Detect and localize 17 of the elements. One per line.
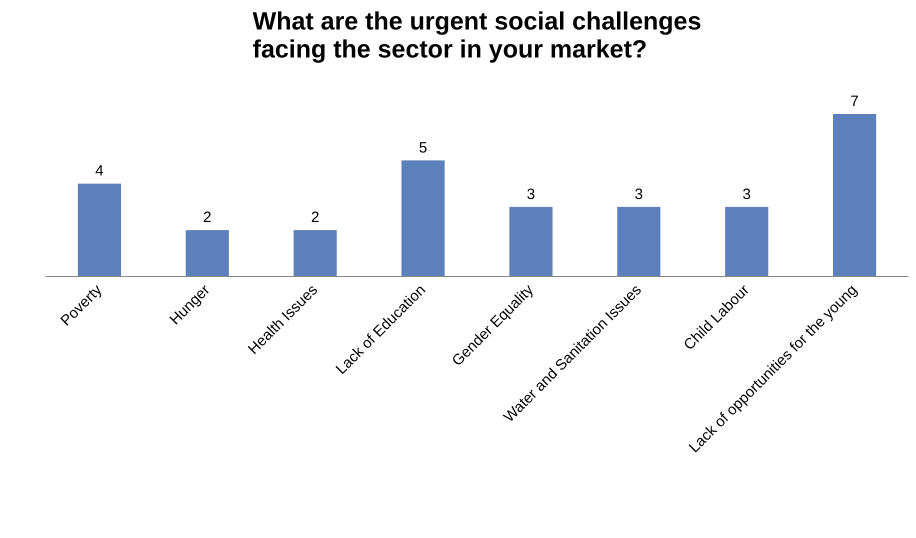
data-label: 3 [634, 186, 643, 203]
chart-title: What are the urgent social challenges facing the sector in your market? [252, 8, 702, 64]
bar [832, 114, 876, 276]
data-label: 7 [850, 93, 859, 110]
data-label: 2 [311, 209, 320, 226]
bar [401, 160, 445, 276]
bar [294, 230, 337, 276]
data-label: 2 [203, 209, 212, 226]
bar [725, 206, 768, 276]
bar [186, 230, 229, 276]
bar [78, 184, 122, 276]
bar [617, 206, 660, 276]
data-label: 5 [418, 139, 428, 156]
data-label: 4 [95, 162, 104, 180]
bar [509, 206, 553, 276]
data-label: 3 [526, 186, 536, 203]
data-label: 3 [742, 186, 751, 203]
